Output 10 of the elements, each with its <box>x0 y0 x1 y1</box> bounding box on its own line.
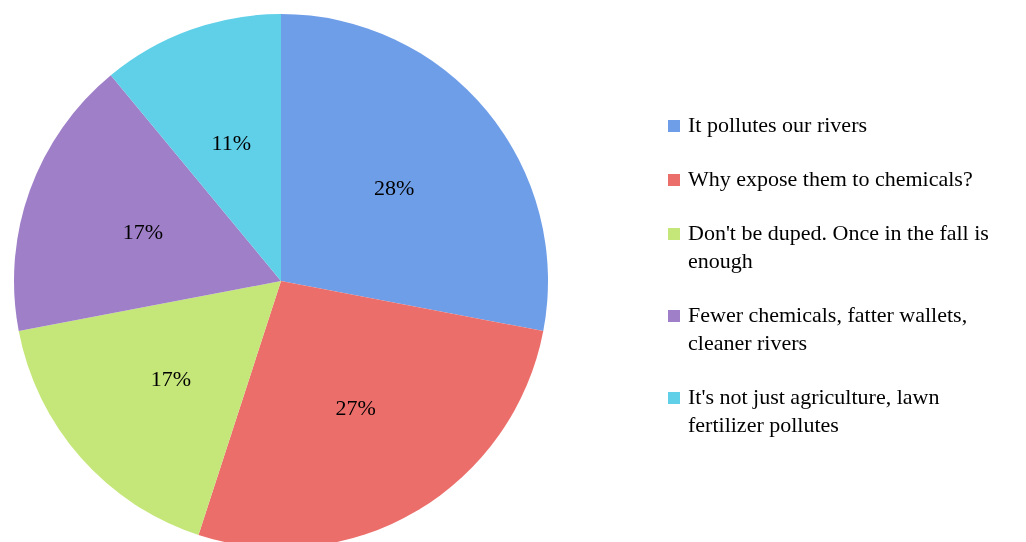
data-label: 17% <box>122 218 163 244</box>
legend-label: Fewer chemicals, fatter wallets, cleaner rivers <box>688 301 969 357</box>
legend-label: Don't be duped. Once in the fall is enough <box>688 219 990 275</box>
data-label: 28% <box>373 174 415 200</box>
legend-label: Why expose them to chemicals? <box>688 165 973 193</box>
data-label: 11% <box>211 130 252 156</box>
data-label: 27% <box>335 394 376 420</box>
data-label: 17% <box>150 365 192 391</box>
legend-label: It's not just agriculture, lawn fertilizer pollutes <box>688 383 941 439</box>
legend-label: It pollutes our rivers <box>688 111 868 139</box>
